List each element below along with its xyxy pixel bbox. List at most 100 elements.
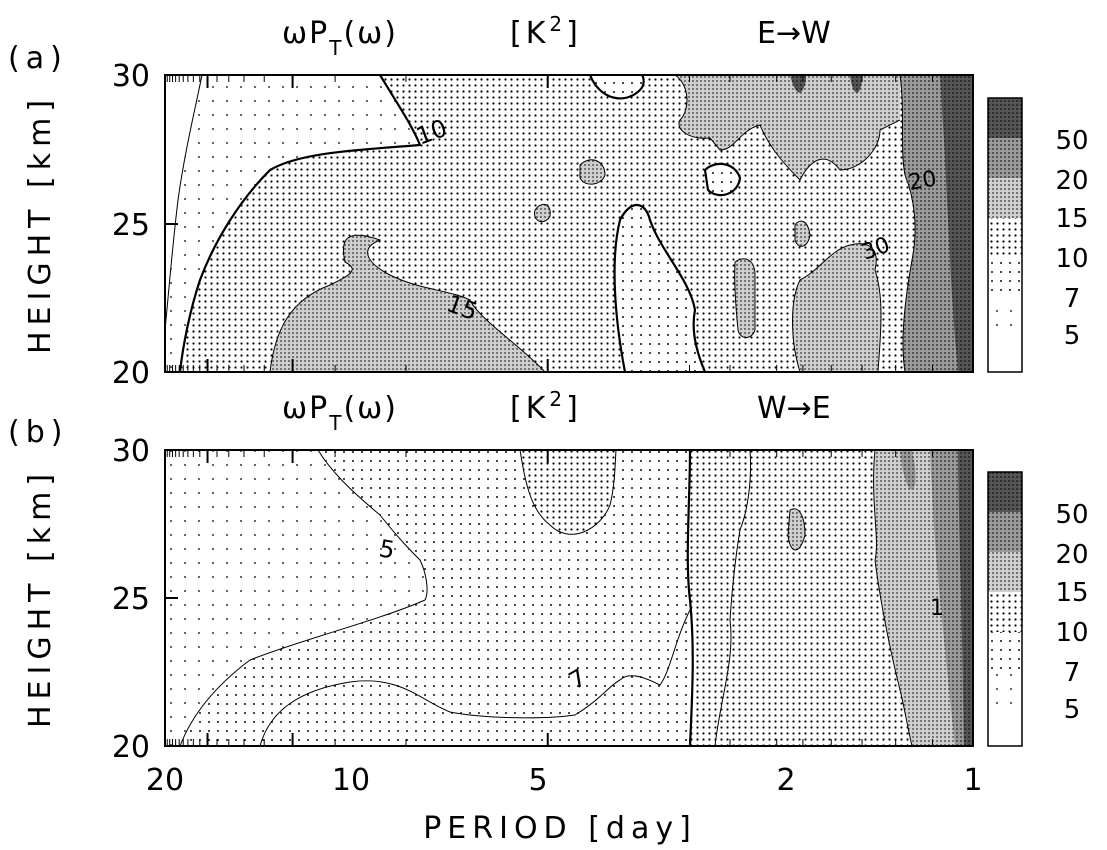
- x-tick-label-5: 5: [528, 763, 547, 798]
- x-tick-label-2: 2: [776, 763, 795, 798]
- panel-a-ytick-label: 20: [112, 356, 150, 391]
- panel-b-contour-label-1: 1: [930, 596, 944, 621]
- panel-b-region-10-a: [687, 450, 751, 746]
- panel-a-legend-swatch-20: [988, 138, 1022, 178]
- panel-a-region-15-d: [792, 243, 882, 372]
- panel-a-units: [K2]: [510, 12, 582, 51]
- x-axis: 20 10 5 2 1 PERIOD [day]: [146, 75, 983, 846]
- panel-a-ytick-label: 25: [112, 208, 150, 243]
- panel-b-island-1: [788, 508, 805, 550]
- panel-a-legend-swatch-7: [988, 258, 1022, 298]
- panel-a-legend-label-5: 5: [1064, 321, 1081, 351]
- panel-b-island-2: [900, 450, 916, 490]
- panel-b-legend-swatch-7: [988, 632, 1022, 672]
- panel-a-contour-island-4: [703, 162, 742, 197]
- panel-b-contour-lines: [179, 449, 913, 747]
- panel-a-island-8: [850, 75, 862, 93]
- panel-a: 10 15 20 30 (a) ωPT(ω) [K2] E→W 30 25 20…: [8, 12, 1089, 391]
- panel-a-legend-swatch-0: [988, 338, 1022, 372]
- panel-a-contour-15-right: [792, 243, 882, 373]
- panel-a-contour-15-top: [674, 74, 901, 181]
- panel-a-contour-island-2: [579, 159, 606, 185]
- panel-b-legend-frame: [987, 471, 1023, 747]
- panel-a-contour-island-6: [794, 220, 811, 247]
- panel-a-region-15-b: [614, 205, 705, 372]
- panel-b-units: [K2]: [510, 387, 582, 426]
- panel-a-ytick-label: 30: [112, 59, 150, 94]
- panel-b-legend-label-50: 50: [1055, 500, 1088, 530]
- panel-b-legend-label-10: 10: [1055, 618, 1088, 648]
- panel-a-legend-frame: [987, 97, 1023, 373]
- panel-a-title: ωPT(ω): [282, 16, 398, 60]
- panel-a-island-6: [795, 221, 810, 247]
- panel-a-region-50: [940, 75, 973, 372]
- x-tick-label-1: 1: [963, 763, 982, 798]
- panel-b-legend-label-5: 5: [1064, 695, 1081, 725]
- panel-b-title: ωPT(ω): [282, 391, 398, 435]
- panel-a-legend-swatch-50: [988, 98, 1022, 138]
- panel-a-contour-label-20: 20: [907, 166, 939, 195]
- panel-b-plot: 5 7 1: [164, 449, 974, 747]
- panel-b-label: (b): [8, 415, 68, 450]
- panel-a-contour-15-left: [269, 234, 546, 373]
- panel-a-contour-7: [178, 74, 422, 373]
- panel-a-contour-island-3: [534, 203, 551, 223]
- panel-b-region-50: [958, 450, 973, 746]
- panel-a-contour-lines: [164, 74, 916, 373]
- panel-b-contour-20: [873, 449, 913, 747]
- panel-a-island-3: [534, 204, 551, 222]
- panel-a-y-axis: 30 25 20 HEIGHT [km]: [23, 59, 178, 391]
- panel-b-contour-island-1: [787, 508, 806, 551]
- panel-a-legend: 50 20 15 10 7 5: [987, 97, 1089, 373]
- panel-a-direction: E→W: [757, 16, 831, 51]
- panel-a-legend-label-10: 10: [1055, 244, 1088, 274]
- panel-a-plot: 10 15 20 30: [164, 74, 974, 373]
- panel-b-legend-label-15: 15: [1055, 578, 1088, 608]
- panel-b-y-axis: 30 25 20 HEIGHT [km]: [23, 434, 178, 765]
- panel-b-contour-10-a: [686, 449, 694, 747]
- panel-b-legend-label-20: 20: [1055, 540, 1088, 570]
- panel-b-legend-swatch-0: [988, 712, 1022, 746]
- panel-a-island-5: [734, 258, 755, 338]
- panel-a-y-axis-label: HEIGHT [km]: [23, 94, 58, 354]
- panel-a-contour-island-5: [734, 258, 756, 338]
- panel-b-legend-swatch-15: [988, 552, 1022, 592]
- panel-a-region-15-c: [675, 75, 900, 180]
- panel-b-ytick-label: 25: [112, 582, 150, 617]
- panel-a-legend-swatch-10: [988, 218, 1022, 258]
- panel-b-ytick-label: 20: [112, 730, 150, 765]
- x-tick-label-10: 10: [332, 763, 370, 798]
- panel-b-contour-15: [714, 449, 751, 747]
- panel-a-island-7: [790, 75, 806, 93]
- panel-a-legend-swatch-15: [988, 178, 1022, 218]
- x-tick-label-20: 20: [146, 763, 184, 798]
- x-axis-label: PERIOD [day]: [423, 811, 697, 846]
- panel-a-island-4: [705, 163, 740, 196]
- panel-b-contour-5: [179, 449, 428, 747]
- panel-a-contour-20: [899, 74, 916, 373]
- panel-a-header: (a) ωPT(ω) [K2] E→W: [8, 12, 831, 76]
- panel-b-y-axis-label: HEIGHT [km]: [23, 468, 58, 728]
- panel-b-legend-label-7: 7: [1064, 658, 1081, 688]
- panel-a-region-15-a: [270, 235, 545, 372]
- panel-b-contour-7: [259, 609, 691, 747]
- panel-a-legend-label-7: 7: [1064, 284, 1081, 314]
- panel-b-legend-swatch-10: [988, 592, 1022, 632]
- panel-a-contour-5: [164, 74, 203, 331]
- panel-b-contour-10-b: [519, 449, 617, 535]
- panel-b-direction: W→E: [757, 391, 831, 426]
- panel-a-legend-label-15: 15: [1055, 204, 1088, 234]
- panel-a-label: (a): [8, 41, 68, 76]
- panel-b: 5 7 1 (b) ωPT(ω) [K2] W→E 30 25 20 HEIGH…: [8, 387, 1089, 765]
- panel-b-ytick-label: 30: [112, 434, 150, 469]
- panel-b-legend-swatch-20: [988, 512, 1022, 552]
- panel-a-contour-island-1: [588, 74, 645, 100]
- panel-a-legend-label-20: 20: [1055, 166, 1088, 196]
- panel-b-contour-label-5: 5: [377, 534, 397, 564]
- panel-b-header: (b) ωPT(ω) [K2] W→E: [8, 387, 831, 450]
- panel-b-legend: 50 20 15 10 7 5: [987, 471, 1089, 747]
- panel-b-legend-swatch-5: [988, 672, 1022, 712]
- panel-a-region-lt5: [165, 75, 202, 330]
- panel-a-island-2: [580, 159, 605, 185]
